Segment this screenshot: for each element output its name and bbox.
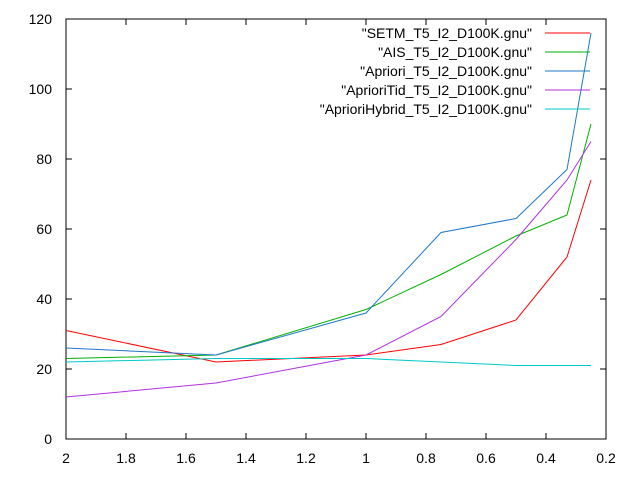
y-tick-label: 40	[36, 291, 52, 307]
series-line-2	[65, 32, 592, 356]
y-tick-label: 20	[36, 361, 52, 377]
x-axis: 2 1.8 1.6 1.4 1.2 1 0.8 0.6 0.4 0.2	[62, 19, 616, 466]
x-tick-label: 1.4	[236, 450, 256, 466]
series-line-4	[65, 358, 591, 366]
legend-label: "Apriori_T5_I2_D100K.gnu"	[360, 63, 532, 79]
series-lines	[65, 32, 592, 398]
y-tick-label: 60	[36, 221, 52, 237]
legend-label: "AIS_T5_I2_D100K.gnu"	[378, 44, 532, 60]
series-line-0	[65, 179, 592, 363]
legend-label: "AprioriTid_T5_I2_D100K.gnu"	[341, 82, 532, 98]
legend: "SETM_T5_I2_D100K.gnu" "AIS_T5_I2_D100K.g…	[320, 25, 590, 117]
x-tick-label: 2	[62, 450, 70, 466]
y-tick-label: 100	[29, 81, 53, 97]
y-tick-label: 0	[44, 431, 52, 447]
x-tick-label: 1.2	[296, 450, 316, 466]
legend-label: "SETM_T5_I2_D100K.gnu"	[362, 25, 532, 41]
x-tick-label: 0.2	[596, 450, 616, 466]
x-tick-label: 1.8	[116, 450, 136, 466]
x-tick-label: 1	[362, 450, 370, 466]
x-tick-label: 1.6	[176, 450, 196, 466]
y-axis: 0 20 40 60 80 100 120	[29, 11, 606, 447]
x-tick-label: 0.4	[536, 450, 556, 466]
y-tick-label: 80	[36, 151, 52, 167]
x-tick-label: 0.8	[416, 450, 436, 466]
series-line-3	[65, 141, 592, 398]
legend-label: "AprioriHybrid_T5_I2_D100K.gnu"	[320, 101, 532, 117]
y-tick-label: 120	[29, 11, 53, 27]
x-tick-label: 0.6	[476, 450, 496, 466]
